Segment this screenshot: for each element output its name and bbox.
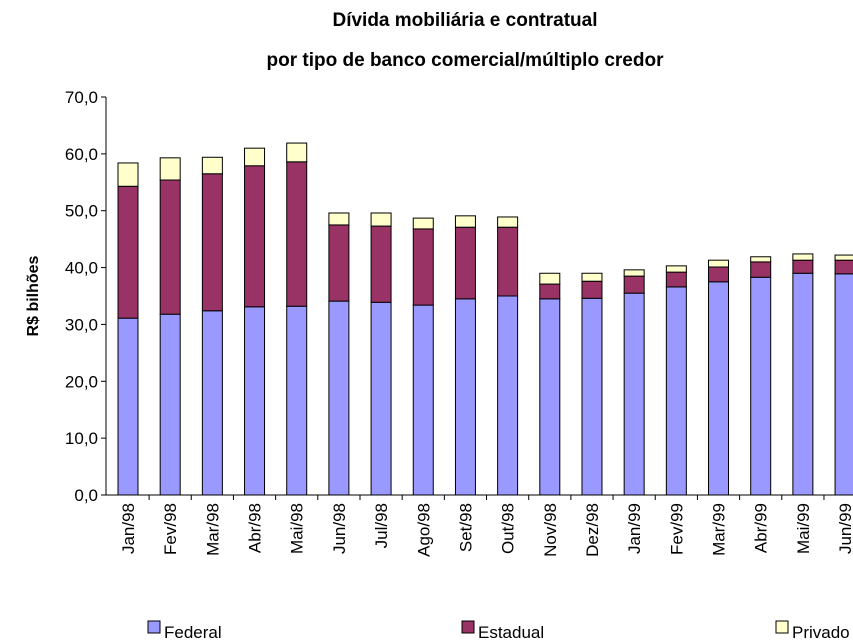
bar-segment xyxy=(202,157,222,173)
bar-segment xyxy=(413,305,433,495)
bar-segment xyxy=(751,262,771,277)
bar-segment xyxy=(540,273,560,284)
bar-segment xyxy=(371,302,391,495)
chart-subtitle: por tipo de banco comercial/múltiplo cre… xyxy=(267,50,665,71)
y-tick-label: 30,0 xyxy=(65,315,98,334)
bar-segment xyxy=(455,216,475,227)
bar-segment xyxy=(582,273,602,281)
bar-segment xyxy=(751,257,771,262)
x-tick-label: Jul/98 xyxy=(372,503,391,548)
bar-segment xyxy=(245,307,265,495)
bar-segment xyxy=(371,213,391,226)
bar-segment xyxy=(793,260,813,273)
bar-segment xyxy=(160,180,180,314)
x-tick-label: Ago/98 xyxy=(414,503,433,557)
bar-segment xyxy=(793,254,813,260)
bar-segment xyxy=(582,281,602,298)
bar-segment xyxy=(835,274,853,495)
bar-segment xyxy=(202,311,222,495)
x-tick-label: Jan/98 xyxy=(119,503,138,554)
bar-segment xyxy=(245,148,265,166)
x-tick-label: Mai/99 xyxy=(794,503,813,554)
legend-swatch xyxy=(148,621,160,633)
bar-segment xyxy=(371,226,391,302)
x-tick-label: Jun/99 xyxy=(836,503,853,554)
x-tick-label: Fev/99 xyxy=(667,503,686,555)
x-tick-label: Abr/99 xyxy=(752,503,771,553)
bar-segment xyxy=(793,273,813,495)
x-tick-label: Fev/98 xyxy=(161,503,180,555)
x-tick-label: Jan/99 xyxy=(625,503,644,554)
legend-label: Federal xyxy=(164,623,222,642)
x-tick-label: Nov/98 xyxy=(541,503,560,557)
bar-segment xyxy=(160,314,180,495)
x-tick-label: Mar/98 xyxy=(203,503,222,556)
bar-segment xyxy=(624,276,644,293)
y-tick-label: 70,0 xyxy=(65,88,98,107)
y-axis-label: R$ bilhões xyxy=(25,255,42,336)
x-tick-label: Mar/99 xyxy=(710,503,729,556)
bar-segment xyxy=(624,270,644,276)
y-tick-label: 60,0 xyxy=(65,145,98,164)
bar-segment xyxy=(413,229,433,305)
bar-segment xyxy=(540,284,560,299)
bar-segment xyxy=(666,272,686,287)
legend-swatch xyxy=(776,621,788,633)
y-tick-label: 10,0 xyxy=(65,429,98,448)
bar-segment xyxy=(709,267,729,282)
legend-label: Privado xyxy=(792,623,850,642)
bar-segment xyxy=(498,227,518,296)
bar-segment xyxy=(540,299,560,495)
bar-segment xyxy=(709,260,729,267)
bar-segment xyxy=(709,282,729,495)
bar-segment xyxy=(455,227,475,299)
x-tick-label: Abr/98 xyxy=(246,503,265,553)
y-tick-label: 50,0 xyxy=(65,202,98,221)
x-tick-label: Dez/98 xyxy=(583,503,602,557)
chart-title: Dívida mobiliária e contratual xyxy=(332,10,597,31)
bar-segment xyxy=(329,213,349,225)
x-tick-label: Jun/98 xyxy=(330,503,349,554)
bar-segment xyxy=(835,260,853,274)
bar-segment xyxy=(582,298,602,495)
bar-segment xyxy=(287,143,307,162)
bar-segment xyxy=(455,299,475,495)
bar-segment xyxy=(160,158,180,180)
bar-segment xyxy=(413,218,433,229)
bar-segment xyxy=(245,166,265,307)
bar-segment xyxy=(118,318,138,495)
legend-swatch xyxy=(462,621,474,633)
bar-segment xyxy=(118,186,138,318)
bar-segment xyxy=(666,287,686,495)
y-tick-label: 40,0 xyxy=(65,259,98,278)
y-tick-label: 0,0 xyxy=(74,486,98,505)
x-tick-label: Set/98 xyxy=(456,503,475,552)
bar-segment xyxy=(287,306,307,495)
bar-segment xyxy=(751,277,771,495)
bar-segment xyxy=(118,163,138,186)
bar-segment xyxy=(498,217,518,227)
bar-segment xyxy=(287,162,307,306)
x-tick-label: Mai/98 xyxy=(288,503,307,554)
bar-segment xyxy=(202,174,222,311)
bar-segment xyxy=(624,293,644,495)
bar-segment xyxy=(498,296,518,495)
bar-segment xyxy=(329,225,349,301)
bar-segment xyxy=(835,255,853,260)
y-tick-label: 20,0 xyxy=(65,372,98,391)
legend-label: Estadual xyxy=(478,623,544,642)
bar-segment xyxy=(666,266,686,272)
bar-segment xyxy=(329,301,349,495)
x-tick-label: Out/98 xyxy=(499,503,518,554)
